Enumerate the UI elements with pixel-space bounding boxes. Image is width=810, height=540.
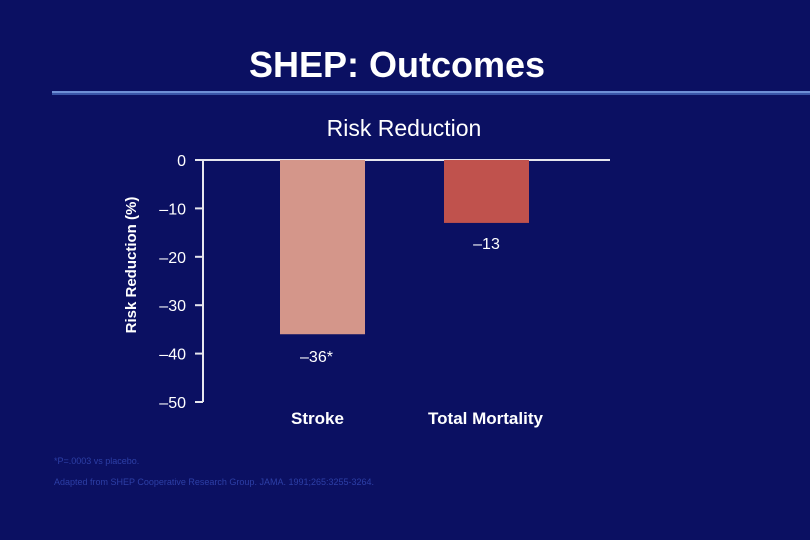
chart-title: Risk Reduction	[327, 115, 482, 141]
axis-layer: 0 –10 –20 –30 –40 –50	[159, 153, 610, 412]
label-layer: –36* Stroke –13 Total Mortality	[291, 236, 543, 428]
data-label: –36*	[300, 349, 333, 366]
slide-title: SHEP: Outcomes	[248, 44, 546, 85]
bar-total-mortality	[444, 160, 529, 223]
category-label: Total Mortality	[428, 409, 543, 428]
bar-layer	[280, 160, 529, 335]
data-label: –13	[473, 236, 500, 253]
y-axis-label: Risk Reduction (%)	[123, 197, 140, 334]
title-divider	[52, 91, 810, 95]
y-tick-label: –30	[159, 298, 186, 315]
y-tick-label: –50	[159, 395, 186, 412]
y-tick-label: 0	[177, 153, 186, 170]
y-tick-label: –40	[159, 347, 186, 364]
bar-stroke	[280, 160, 365, 335]
footnote-significance: *P=.0003 vs placebo.	[54, 456, 140, 466]
y-tick-label: –20	[159, 250, 186, 267]
y-tick-label: –10	[159, 201, 186, 218]
category-label: Stroke	[291, 409, 344, 428]
footnote-source: Adapted from SHEP Cooperative Research G…	[54, 477, 375, 487]
